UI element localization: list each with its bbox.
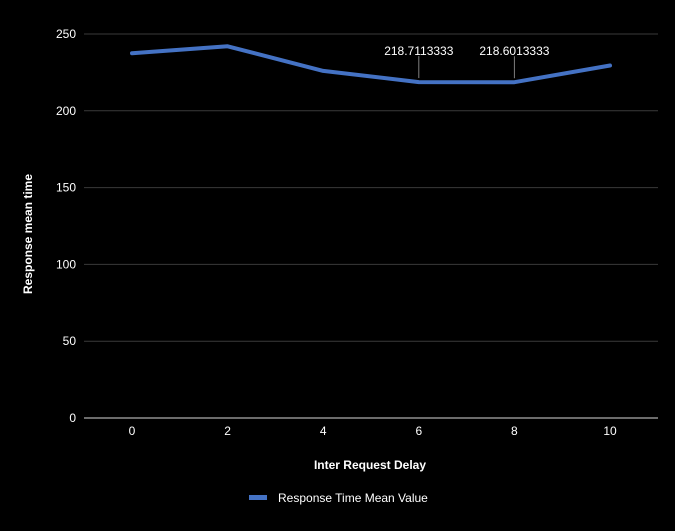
data-label: 218.6013333 xyxy=(479,44,549,58)
gridlines xyxy=(84,33,658,342)
y-tick-label: 50 xyxy=(63,334,77,348)
x-tick-label: 6 xyxy=(415,424,422,438)
y-tick-label: 0 xyxy=(69,411,76,425)
x-axis-title: Inter Request Delay xyxy=(314,458,426,472)
x-tick-labels: 0 2 4 6 8 10 xyxy=(129,424,617,438)
legend-label-response-time: Response Time Mean Value xyxy=(278,491,428,505)
data-label: 218.7113333 xyxy=(384,44,454,58)
x-tick-label: 4 xyxy=(320,424,327,438)
x-tick-label: 2 xyxy=(224,424,231,438)
x-tick-label: 8 xyxy=(511,424,518,438)
y-tick-label: 250 xyxy=(56,27,76,41)
series-lines xyxy=(130,44,612,85)
y-tick-label: 100 xyxy=(56,257,76,271)
y-tick-labels: 0 50 100 150 200 250 xyxy=(56,27,76,425)
series-line-response-time xyxy=(130,44,612,85)
y-tick-label: 150 xyxy=(56,181,76,195)
data-annotations: 218.7113333 218.6013333 xyxy=(384,44,550,79)
legend: Response Time Mean Value xyxy=(249,491,428,505)
x-tick-label: 0 xyxy=(129,424,136,438)
x-tick-label: 10 xyxy=(603,424,617,438)
legend-swatch-response-time xyxy=(249,495,267,500)
y-tick-label: 200 xyxy=(56,104,76,118)
y-axis-title: Response mean time xyxy=(21,174,35,294)
